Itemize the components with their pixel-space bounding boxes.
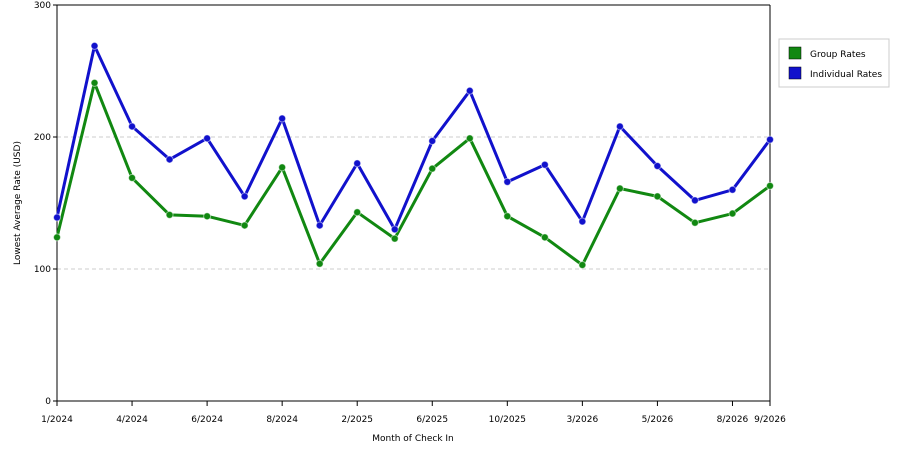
data-point-group-rates[interactable] — [390, 234, 399, 243]
legend: Group Rates Individual Rates — [778, 38, 890, 88]
data-point-individual-rates[interactable] — [653, 162, 662, 171]
y-tick-label: 300 — [34, 1, 51, 11]
x-tick-label: 6/2025 — [416, 415, 448, 425]
x-tick-label: 3/2026 — [567, 415, 599, 425]
data-point-individual-rates[interactable] — [540, 160, 549, 169]
legend-swatch-individual-rates — [788, 66, 802, 80]
data-point-group-rates[interactable] — [728, 209, 737, 218]
data-point-group-rates[interactable] — [766, 181, 774, 190]
x-tick-label: 1/2024 — [41, 415, 73, 425]
y-tick-label: 100 — [34, 265, 51, 275]
y-axis-title: Lowest Average Rate (USD) — [13, 141, 23, 265]
series-group-rates — [53, 78, 774, 270]
data-point-individual-rates[interactable] — [390, 225, 399, 234]
x-tick-label: 4/2024 — [116, 415, 148, 425]
x-tick-label: 2/2025 — [341, 415, 373, 425]
data-point-individual-rates[interactable] — [728, 185, 737, 194]
legend-label-group-rates: Group Rates — [810, 50, 866, 60]
data-point-individual-rates[interactable] — [315, 221, 324, 230]
y-tick-label: 0 — [45, 397, 51, 407]
data-point-group-rates[interactable] — [690, 218, 699, 227]
y-ticks: 0 100 200 300 — [34, 1, 57, 407]
data-point-individual-rates[interactable] — [578, 217, 587, 226]
data-point-group-rates[interactable] — [615, 184, 624, 193]
data-point-group-rates[interactable] — [540, 233, 549, 242]
x-tick-label: 6/2024 — [191, 415, 223, 425]
data-point-group-rates[interactable] — [428, 164, 437, 173]
data-point-group-rates[interactable] — [578, 261, 587, 270]
data-point-individual-rates[interactable] — [428, 136, 437, 145]
data-point-individual-rates[interactable] — [690, 196, 699, 205]
data-point-individual-rates[interactable] — [53, 213, 61, 222]
x-tick-label: 10/2025 — [489, 415, 526, 425]
legend-label-individual-rates: Individual Rates — [810, 70, 882, 80]
series — [53, 41, 774, 270]
x-axis-title: Month of Check In — [372, 434, 454, 444]
series-line-group-rates — [55, 81, 771, 267]
x-tick-label: 5/2026 — [642, 415, 674, 425]
data-point-individual-rates[interactable] — [240, 192, 249, 201]
data-point-individual-rates[interactable] — [278, 114, 287, 123]
series-individual-rates — [53, 41, 774, 234]
data-point-group-rates[interactable] — [203, 212, 212, 221]
data-point-group-rates[interactable] — [278, 163, 287, 172]
data-point-group-rates[interactable] — [165, 210, 174, 219]
legend-swatch-group-rates — [788, 46, 802, 60]
data-point-individual-rates[interactable] — [90, 41, 99, 50]
data-point-individual-rates[interactable] — [128, 122, 137, 131]
data-point-individual-rates[interactable] — [465, 86, 474, 95]
data-point-group-rates[interactable] — [53, 233, 61, 242]
data-point-individual-rates[interactable] — [766, 135, 774, 144]
data-point-individual-rates[interactable] — [615, 122, 624, 131]
data-point-group-rates[interactable] — [315, 259, 324, 268]
data-point-group-rates[interactable] — [90, 78, 99, 87]
series-line-individual-rates — [55, 44, 772, 231]
x-tick-label: 9/2026 — [754, 415, 786, 425]
y-tick-label: 200 — [34, 133, 51, 143]
x-tick-label: 8/2024 — [266, 415, 298, 425]
data-point-group-rates[interactable] — [653, 192, 662, 201]
data-point-group-rates[interactable] — [240, 221, 249, 230]
data-point-group-rates[interactable] — [465, 134, 474, 143]
data-point-group-rates[interactable] — [503, 212, 512, 221]
data-point-group-rates[interactable] — [353, 208, 362, 217]
x-ticks: 1/2024 4/2024 6/2024 8/2024 2/2025 6/2025 10/2… — [41, 401, 786, 425]
x-tick-label: 8/2026 — [717, 415, 749, 425]
axes — [56, 4, 771, 402]
data-point-group-rates[interactable] — [128, 173, 137, 182]
data-point-individual-rates[interactable] — [203, 134, 212, 143]
data-point-individual-rates[interactable] — [353, 159, 362, 168]
data-point-individual-rates[interactable] — [165, 155, 174, 164]
data-point-individual-rates[interactable] — [503, 177, 512, 186]
